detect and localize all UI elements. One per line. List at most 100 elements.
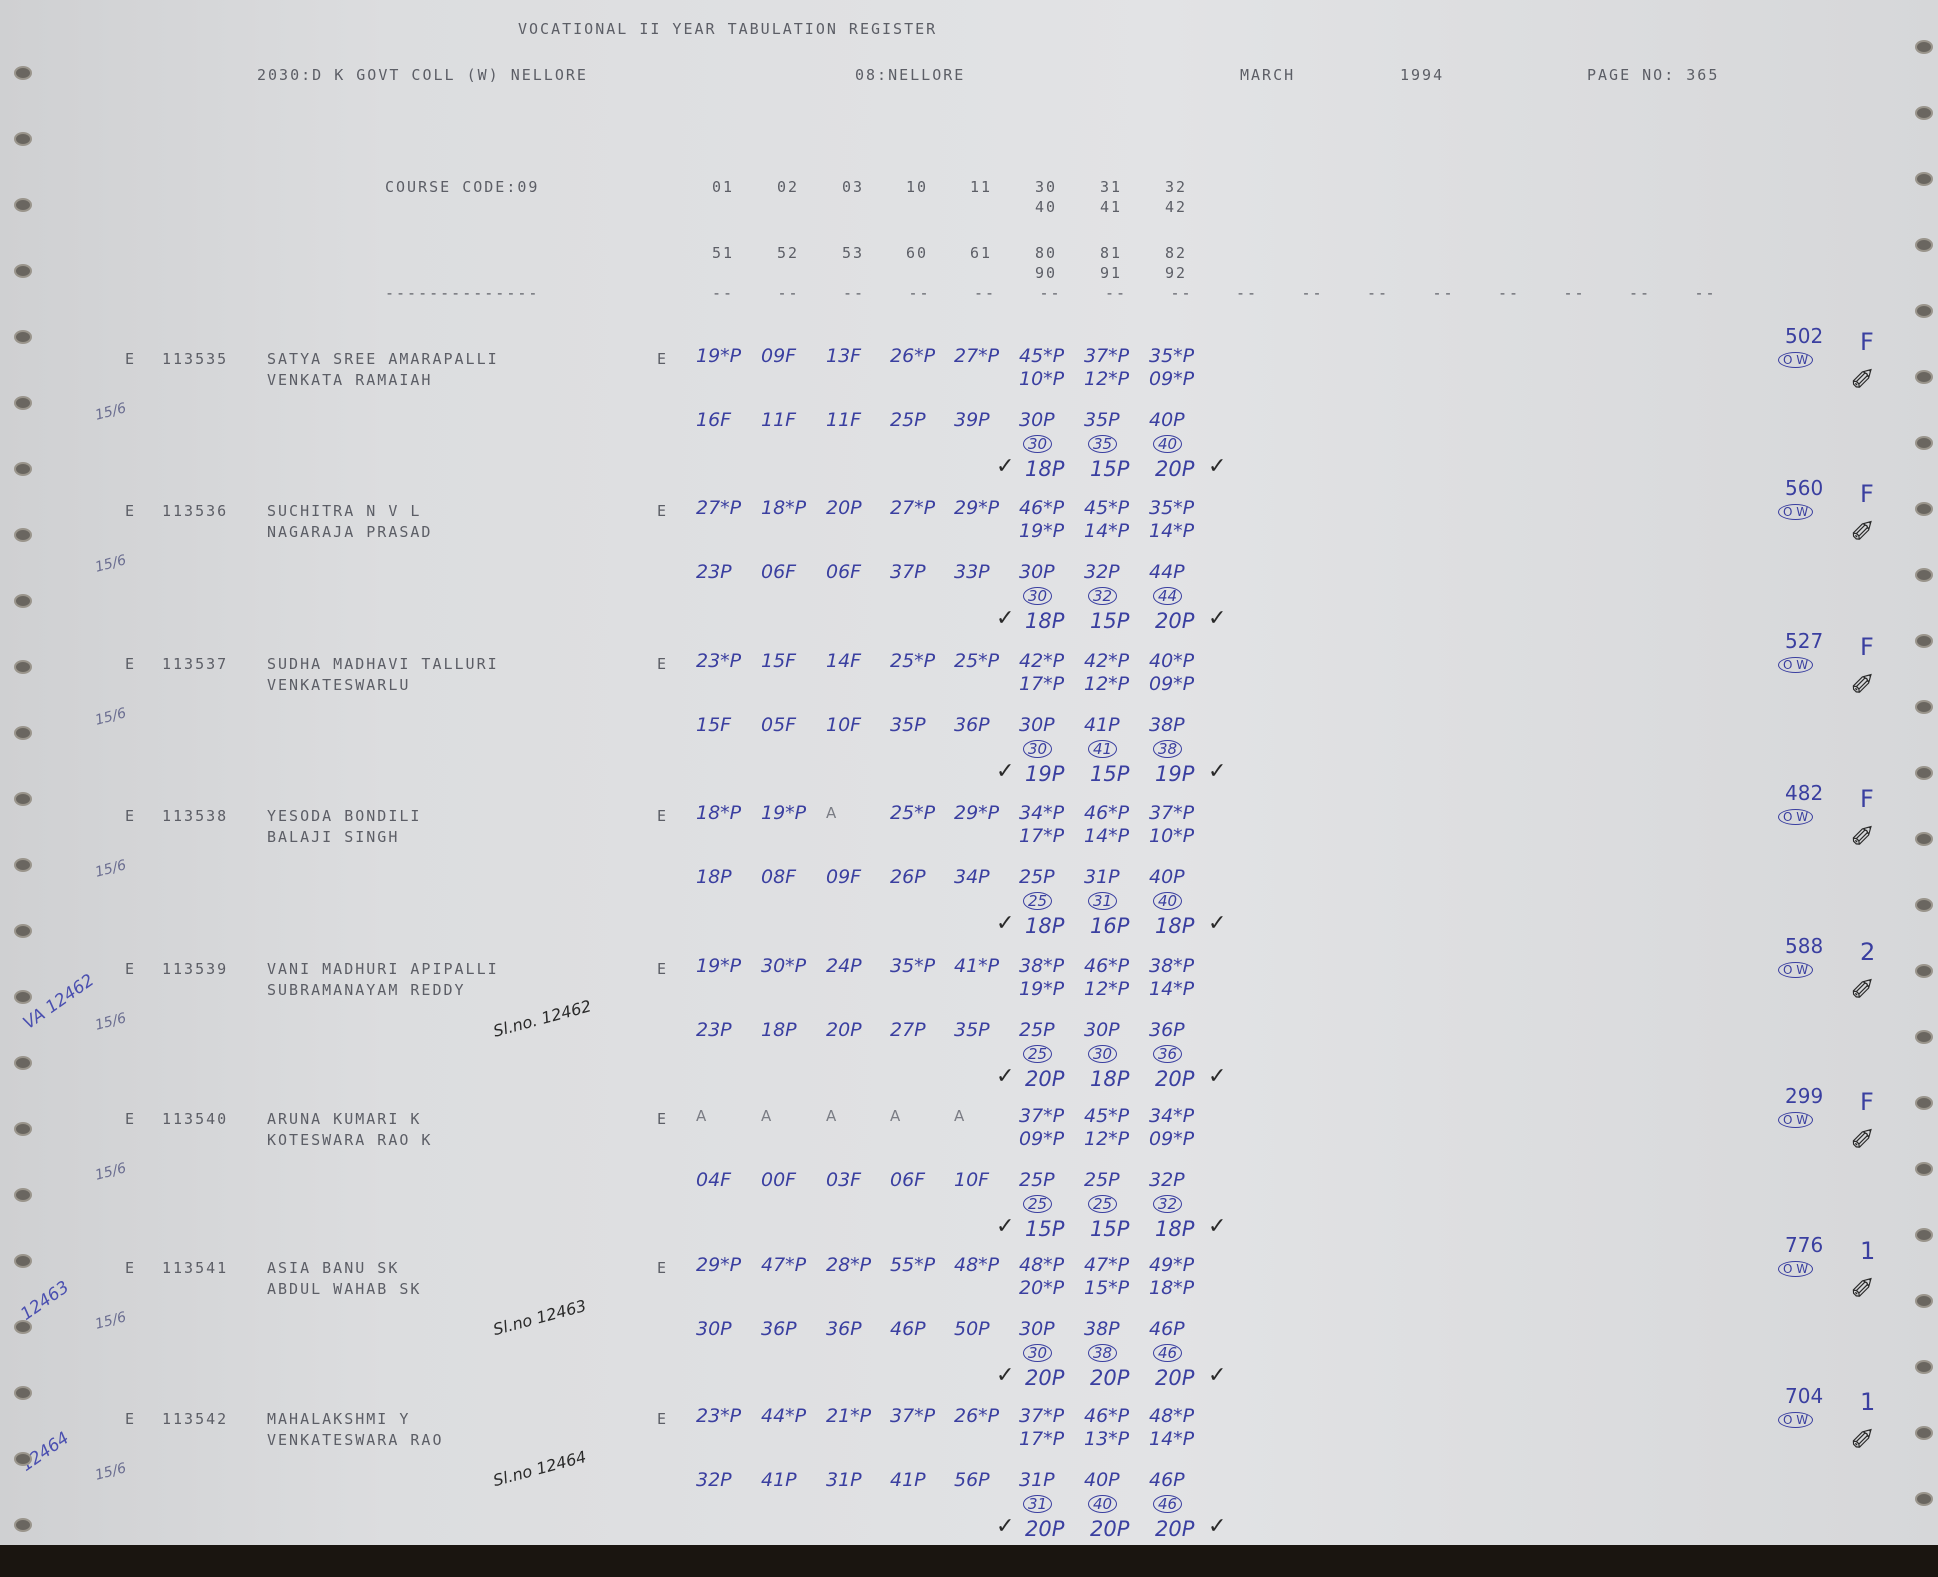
mark: 08F (761, 866, 797, 888)
mark: 35*P (1149, 345, 1195, 367)
mark: 17*P (1019, 825, 1065, 847)
total-marks: 776 (1785, 1233, 1824, 1257)
mark: 34*P (1019, 802, 1065, 824)
subject-code: 30 (1035, 178, 1058, 196)
sprocket-hole (1915, 370, 1933, 384)
mark: A (761, 1107, 772, 1125)
mark: 24P (826, 955, 862, 977)
candidate-name: MAHALAKSHMI Y (267, 1410, 411, 1428)
subject-code: 41 (1100, 198, 1123, 216)
mark: 35*P (1149, 497, 1195, 519)
mark: 36P (954, 714, 990, 736)
serial-note: Sl.no 12464 (491, 1446, 589, 1491)
subject-code: 11 (970, 178, 993, 196)
mark: 09*P (1149, 1128, 1195, 1150)
subject-code: 52 (777, 244, 800, 262)
mark: 26*P (954, 1405, 1000, 1427)
margin-note: 15/6 (93, 1160, 128, 1184)
sprocket-hole (1915, 634, 1933, 648)
signature-icon: ✐ (1850, 1272, 1876, 1307)
ow-circle: O W (1778, 1261, 1814, 1277)
mark: 25P (1019, 1019, 1055, 1041)
mark: 30P (1019, 561, 1055, 583)
record-type: E (125, 350, 137, 368)
page-number: PAGE NO: 365 (1587, 66, 1720, 84)
record-type: E (125, 1259, 137, 1277)
margin-note: 15/6 (93, 857, 128, 881)
roll-number: 113535 (162, 350, 229, 368)
sprocket-hole (1915, 304, 1933, 318)
final-mark: 15P (1090, 609, 1130, 633)
subject-code: 92 (1165, 264, 1188, 282)
subject-code: 60 (906, 244, 929, 262)
total-marks: 560 (1785, 476, 1824, 500)
sprocket-hole (1915, 1426, 1933, 1440)
mark: 18P (761, 1019, 797, 1041)
record-type: E (125, 655, 137, 673)
circled-mark: 40 (1153, 892, 1183, 910)
mark: 12*P (1084, 978, 1130, 1000)
medium: E (657, 960, 669, 978)
mark: 46*P (1084, 955, 1130, 977)
mark: 29*P (954, 497, 1000, 519)
circled-mark: 30 (1023, 1344, 1053, 1362)
divider-short: -- (777, 284, 800, 302)
mark: 46P (890, 1318, 926, 1340)
mark: 21*P (826, 1405, 872, 1427)
course-code: COURSE CODE:09 (385, 178, 540, 196)
sprocket-hole (1915, 898, 1933, 912)
roll-number: 113537 (162, 655, 229, 673)
final-mark: 20P (1025, 1067, 1065, 1091)
mark: 10F (954, 1169, 990, 1191)
final-mark: 15P (1090, 762, 1130, 786)
mark: 49*P (1149, 1254, 1195, 1276)
mark: 04F (696, 1169, 732, 1191)
final-mark: 15P (1090, 457, 1130, 481)
initial-icon: ✓ (996, 1214, 1015, 1239)
sprocket-hole (14, 132, 32, 146)
circled-mark: 32 (1153, 1195, 1183, 1213)
margin-note: 15/6 (93, 400, 128, 424)
tabulation-register-sheet: VOCATIONAL II YEAR TABULATION REGISTER 2… (0, 0, 1938, 1545)
mark: 32P (1149, 1169, 1185, 1191)
candidate-name: VANI MADHURI APIPALLI (267, 960, 499, 978)
divider-short: -- (1432, 284, 1455, 302)
mark: 45*P (1084, 1105, 1130, 1127)
margin-note: 15/6 (93, 552, 128, 576)
divider-short: -- (974, 284, 997, 302)
mark: 47*P (1084, 1254, 1130, 1276)
mark: 42*P (1084, 650, 1130, 672)
mark: 10*P (1019, 368, 1065, 390)
ow-circle: O W (1778, 1412, 1814, 1428)
mark: 41P (890, 1469, 926, 1491)
mark: 09*P (1149, 368, 1195, 390)
subject-code: 81 (1100, 244, 1123, 262)
subject-code: 42 (1165, 198, 1188, 216)
mark: A (954, 1107, 965, 1125)
mark: 45*P (1084, 497, 1130, 519)
circled-mark: 31 (1023, 1495, 1053, 1513)
result: 1 (1860, 1237, 1876, 1265)
ow-circle: O W (1778, 657, 1814, 673)
candidate-name: YESODA BONDILI (267, 807, 422, 825)
sprocket-hole (1915, 1228, 1933, 1242)
mark: 31P (826, 1469, 862, 1491)
mark: 17*P (1019, 1428, 1065, 1450)
mark: 38*P (1019, 955, 1065, 977)
mark: 48*P (1019, 1254, 1065, 1276)
circled-mark: 38 (1088, 1344, 1118, 1362)
sprocket-hole (14, 462, 32, 476)
roll-number: 113539 (162, 960, 229, 978)
subject-code: 61 (970, 244, 993, 262)
initial-icon: ✓ (1208, 1064, 1227, 1089)
mark: 17*P (1019, 673, 1065, 695)
sprocket-hole (1915, 40, 1933, 54)
final-mark: 18P (1155, 1217, 1195, 1241)
mark: 40P (1149, 409, 1185, 431)
candidate-name: SUDHA MADHAVI TALLURI (267, 655, 499, 673)
divider-short: -- (1170, 284, 1193, 302)
mark: 56P (954, 1469, 990, 1491)
divider-short: -- (1498, 284, 1521, 302)
mark: 35P (954, 1019, 990, 1041)
sprocket-hole (14, 528, 32, 542)
